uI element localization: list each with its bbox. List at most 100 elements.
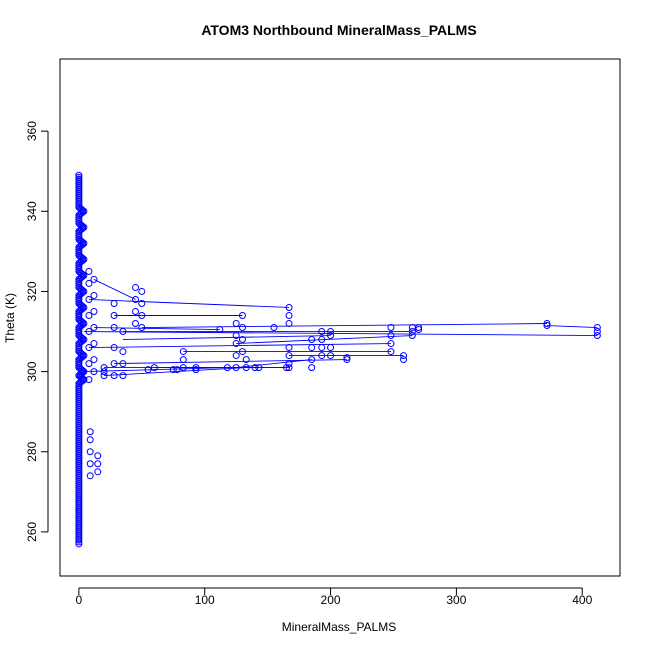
data-point bbox=[308, 344, 316, 352]
data-point bbox=[238, 348, 246, 356]
data-point bbox=[119, 328, 127, 336]
data-point bbox=[387, 332, 395, 340]
data-point bbox=[119, 348, 127, 356]
data-point bbox=[75, 486, 83, 494]
data-point bbox=[75, 462, 83, 470]
data-point bbox=[327, 352, 335, 360]
data-point bbox=[138, 311, 146, 319]
data-point bbox=[75, 344, 83, 352]
data-point bbox=[110, 299, 118, 307]
connecting-lines bbox=[78, 175, 598, 544]
data-point bbox=[75, 538, 83, 546]
data-point bbox=[75, 328, 83, 336]
plot-frame bbox=[59, 58, 621, 577]
data-point bbox=[75, 454, 83, 462]
data-point bbox=[285, 364, 293, 372]
data-point bbox=[85, 311, 93, 319]
data-point bbox=[75, 414, 83, 422]
data-point bbox=[110, 372, 118, 380]
data-point bbox=[75, 390, 83, 398]
data-point bbox=[75, 326, 83, 334]
data-point bbox=[173, 366, 181, 374]
data-point bbox=[90, 340, 98, 348]
data-point bbox=[132, 283, 140, 291]
data-point bbox=[75, 213, 83, 221]
data-point bbox=[75, 478, 83, 486]
y-axis-label: Theta (K) bbox=[3, 293, 17, 343]
data-point bbox=[86, 436, 94, 444]
data-point bbox=[318, 344, 326, 352]
data-point bbox=[100, 368, 108, 376]
data-point bbox=[75, 470, 83, 478]
data-point bbox=[138, 287, 146, 295]
data-point bbox=[285, 320, 293, 328]
data-point bbox=[132, 295, 140, 303]
data-point bbox=[75, 247, 83, 255]
data-point bbox=[179, 364, 187, 372]
data-point bbox=[327, 328, 335, 336]
connector-line bbox=[83, 331, 598, 336]
data-point bbox=[232, 340, 240, 348]
data-point bbox=[86, 428, 94, 436]
data-point bbox=[75, 215, 83, 223]
data-point bbox=[387, 348, 395, 356]
connector-line bbox=[93, 327, 220, 330]
data-point bbox=[110, 360, 118, 368]
data-point bbox=[75, 199, 83, 207]
data-point bbox=[132, 307, 140, 315]
data-point bbox=[86, 460, 94, 468]
data-point bbox=[75, 534, 83, 542]
data-point bbox=[75, 446, 83, 454]
data-point bbox=[169, 366, 177, 374]
data-point bbox=[75, 229, 83, 237]
data-point bbox=[179, 348, 187, 356]
data-point bbox=[593, 328, 601, 336]
data-point bbox=[75, 309, 83, 317]
data-point bbox=[318, 352, 326, 360]
data-point bbox=[100, 364, 108, 372]
data-point bbox=[75, 422, 83, 430]
connector-line bbox=[122, 335, 331, 340]
data-point bbox=[150, 364, 158, 372]
data-point bbox=[387, 324, 395, 332]
data-point bbox=[75, 510, 83, 518]
x-tick-label: 200 bbox=[321, 593, 341, 607]
x-axis-label: MineralMass_PALMS bbox=[282, 620, 396, 634]
data-point bbox=[110, 344, 118, 352]
connector-line bbox=[88, 299, 290, 308]
data-point bbox=[138, 324, 146, 332]
data-point bbox=[238, 336, 246, 344]
data-point bbox=[223, 364, 231, 372]
y-tick-label: 320 bbox=[25, 281, 39, 301]
data-point bbox=[75, 261, 83, 269]
data-point bbox=[343, 354, 351, 362]
data-point bbox=[75, 518, 83, 526]
data-point bbox=[90, 356, 98, 364]
data-point bbox=[75, 245, 83, 253]
data-point bbox=[285, 360, 293, 368]
data-point bbox=[144, 366, 152, 374]
data-point bbox=[75, 502, 83, 510]
y-axis: 260 280 300 320 340 360 bbox=[25, 121, 49, 542]
data-point bbox=[94, 452, 102, 460]
data-point bbox=[238, 324, 246, 332]
data-points bbox=[75, 171, 601, 548]
data-point bbox=[75, 311, 83, 319]
data-point bbox=[90, 324, 98, 332]
connector-line bbox=[83, 367, 228, 373]
data-point bbox=[86, 448, 94, 456]
connector-line bbox=[88, 343, 391, 349]
data-point bbox=[232, 364, 240, 372]
data-point bbox=[75, 430, 83, 438]
data-point bbox=[75, 173, 83, 181]
data-point bbox=[242, 356, 250, 364]
data-point bbox=[415, 324, 423, 332]
data-point bbox=[543, 322, 551, 330]
data-point bbox=[415, 326, 423, 334]
connector-line bbox=[93, 279, 136, 300]
data-point bbox=[132, 320, 140, 328]
data-point bbox=[593, 324, 601, 332]
data-point bbox=[75, 382, 83, 390]
data-point bbox=[192, 366, 200, 374]
